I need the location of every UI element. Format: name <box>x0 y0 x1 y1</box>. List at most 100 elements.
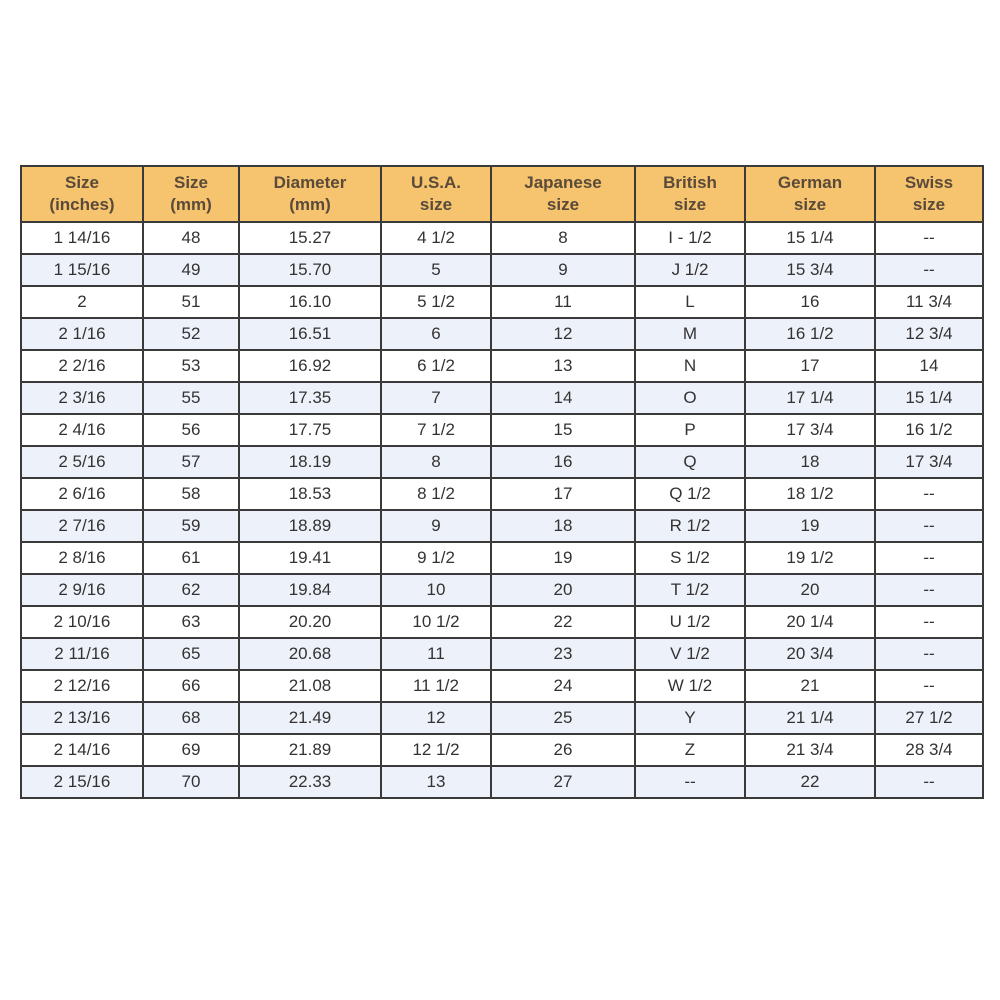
table-row: 1 15/16 49 15.70 5 9 J 1/2 15 3/4 -- <box>20 253 984 287</box>
table-cell: 15 1/4 <box>874 381 984 415</box>
column-header-line: Swiss <box>904 173 954 192</box>
column-header: U.S.A. size <box>380 165 492 223</box>
table-cell: -- <box>874 765 984 799</box>
table-cell: 14 <box>874 349 984 383</box>
table-cell: 24 <box>490 669 636 703</box>
table-cell: 2 11/16 <box>20 637 144 671</box>
table-cell: -- <box>874 509 984 543</box>
table-cell: 2 4/16 <box>20 413 144 447</box>
table-cell: 2 1/16 <box>20 317 144 351</box>
table-cell: 28 3/4 <box>874 733 984 767</box>
table-cell: Y <box>634 701 746 735</box>
column-header-line: British <box>663 173 717 192</box>
table-row: 2 12/16 66 21.08 11 1/2 24 W 1/2 21 -- <box>20 669 984 703</box>
table-cell: 62 <box>142 573 240 607</box>
table-cell: 19 1/2 <box>744 541 876 575</box>
table-cell: -- <box>874 637 984 671</box>
table-cell: J 1/2 <box>634 253 746 287</box>
column-header-line: size <box>673 195 707 214</box>
ring-size-table: Size (inches) Size (mm) Diameter (mm) U.S.A. si… <box>20 165 984 799</box>
table-cell: 2 8/16 <box>20 541 144 575</box>
table-cell: 16.51 <box>238 317 382 351</box>
table-cell: 15.70 <box>238 253 382 287</box>
table-cell: 18.19 <box>238 445 382 479</box>
table-cell: 20.68 <box>238 637 382 671</box>
table-cell: 16.92 <box>238 349 382 383</box>
table-cell: 19 <box>490 541 636 575</box>
table-cell: 4 1/2 <box>380 221 492 255</box>
table-cell: 2 14/16 <box>20 733 144 767</box>
table-cell: 12 1/2 <box>380 733 492 767</box>
table-row: 2 9/16 62 19.84 10 20 T 1/2 20 -- <box>20 573 984 607</box>
table-cell: 2 13/16 <box>20 701 144 735</box>
table-cell: 12 3/4 <box>874 317 984 351</box>
table-cell: 17.35 <box>238 381 382 415</box>
table-cell: 65 <box>142 637 240 671</box>
table-row: 2 15/16 70 22.33 13 27 -- 22 -- <box>20 765 984 799</box>
table-cell: 2 9/16 <box>20 573 144 607</box>
table-cell: S 1/2 <box>634 541 746 575</box>
table-cell: 1 14/16 <box>20 221 144 255</box>
table-cell: 20 <box>490 573 636 607</box>
column-header-line: Size <box>173 173 209 192</box>
table-cell: 56 <box>142 413 240 447</box>
table-cell: -- <box>874 669 984 703</box>
table-cell: 18.89 <box>238 509 382 543</box>
table-cell: 57 <box>142 445 240 479</box>
table-cell: 53 <box>142 349 240 383</box>
table-row: 2 8/16 61 19.41 9 1/2 19 S 1/2 19 1/2 -- <box>20 541 984 575</box>
table-row: 2 11/16 65 20.68 11 23 V 1/2 20 3/4 -- <box>20 637 984 671</box>
table-cell: 10 <box>380 573 492 607</box>
table-cell: R 1/2 <box>634 509 746 543</box>
table-cell: 70 <box>142 765 240 799</box>
table-row: 2 7/16 59 18.89 9 18 R 1/2 19 -- <box>20 509 984 543</box>
table-cell: 8 <box>490 221 636 255</box>
table-cell: 11 <box>380 637 492 671</box>
table-row: 2 51 16.10 5 1/2 11 L 16 11 3/4 <box>20 285 984 319</box>
table-cell: 21 1/4 <box>744 701 876 735</box>
column-header: Size (mm) <box>142 165 240 223</box>
table-cell: 8 <box>380 445 492 479</box>
column-header-line: size <box>419 195 453 214</box>
table-cell: 22 <box>744 765 876 799</box>
table-cell: 17 3/4 <box>874 445 984 479</box>
table-cell: T 1/2 <box>634 573 746 607</box>
header-row: Size (inches) Size (mm) Diameter (mm) U.S.A. si… <box>20 165 984 223</box>
table-cell: 2 <box>20 285 144 319</box>
table-cell: 11 1/2 <box>380 669 492 703</box>
table-cell: 6 <box>380 317 492 351</box>
table-cell: 20 1/4 <box>744 605 876 639</box>
column-header-line: (mm) <box>289 195 331 214</box>
table-cell: 17 <box>490 477 636 511</box>
table-cell: 59 <box>142 509 240 543</box>
table-cell: 9 1/2 <box>380 541 492 575</box>
table-cell: 27 1/2 <box>874 701 984 735</box>
column-header-line: size <box>546 195 580 214</box>
table-cell: Q 1/2 <box>634 477 746 511</box>
table-cell: 68 <box>142 701 240 735</box>
table-cell: 2 5/16 <box>20 445 144 479</box>
column-header: Swiss size <box>874 165 984 223</box>
table-cell: -- <box>874 477 984 511</box>
table-row: 2 2/16 53 16.92 6 1/2 13 N 17 14 <box>20 349 984 383</box>
table-cell: 15 <box>490 413 636 447</box>
table-cell: 15 1/4 <box>744 221 876 255</box>
table-cell: W 1/2 <box>634 669 746 703</box>
table-cell: 11 <box>490 285 636 319</box>
column-header-line: (mm) <box>170 195 212 214</box>
table-cell: I - 1/2 <box>634 221 746 255</box>
table-row: 1 14/16 48 15.27 4 1/2 8 I - 1/2 15 1/4 -- <box>20 221 984 255</box>
table-cell: 14 <box>490 381 636 415</box>
table-cell: 2 12/16 <box>20 669 144 703</box>
table-cell: -- <box>874 605 984 639</box>
table-cell: 15.27 <box>238 221 382 255</box>
table-cell: 10 1/2 <box>380 605 492 639</box>
table-row: 2 13/16 68 21.49 12 25 Y 21 1/4 27 1/2 <box>20 701 984 735</box>
table-row: 2 10/16 63 20.20 10 1/2 22 U 1/2 20 1/4 -- <box>20 605 984 639</box>
table-cell: 16.10 <box>238 285 382 319</box>
table-cell: Z <box>634 733 746 767</box>
table-cell: 12 <box>380 701 492 735</box>
table-cell: 49 <box>142 253 240 287</box>
table-cell: 13 <box>380 765 492 799</box>
table-cell: 22.33 <box>238 765 382 799</box>
